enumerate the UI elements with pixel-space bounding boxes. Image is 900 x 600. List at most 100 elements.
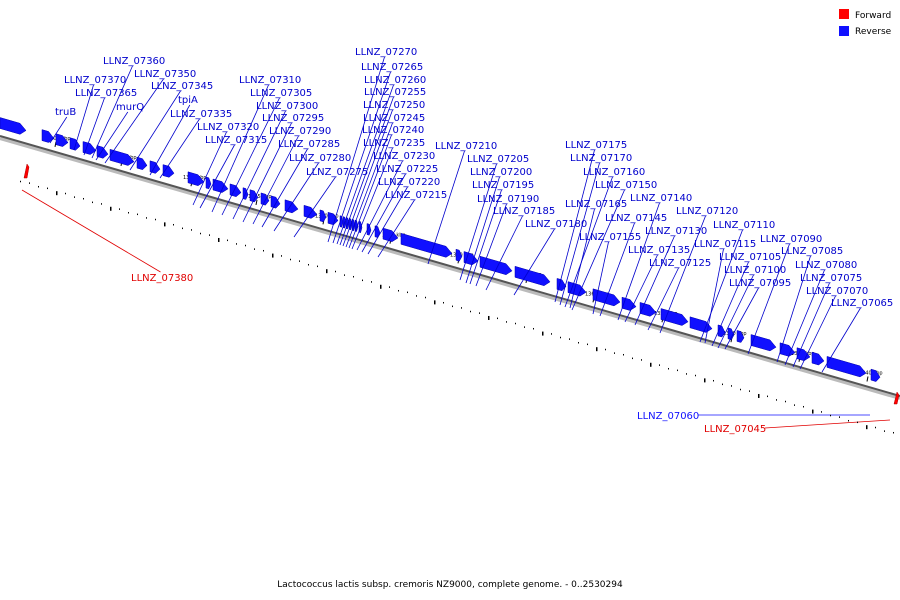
gene-label[interactable]: LLNZ_07230 — [373, 151, 435, 162]
gene-arrow[interactable] — [260, 192, 270, 206]
gene-label[interactable]: LLNZ_07170 — [570, 153, 632, 164]
gene-label[interactable]: LLNZ_07085 — [781, 246, 843, 257]
gene-label[interactable]: LLNZ_07345 — [151, 81, 213, 92]
gene-label[interactable]: LLNZ_07250 — [363, 100, 425, 111]
gene-arrow[interactable] — [463, 251, 479, 266]
gene-label[interactable]: LLNZ_07265 — [361, 62, 423, 73]
gene-label[interactable]: LLNZ_07305 — [250, 88, 312, 99]
gene-label[interactable]: LLNZ_07165 — [565, 199, 627, 210]
gene-label[interactable]: tpiA — [178, 95, 198, 106]
gene-arrow[interactable] — [303, 204, 318, 219]
gene-arrow[interactable] — [727, 327, 735, 341]
gene-label[interactable]: LLNZ_07295 — [262, 113, 324, 124]
gene-label[interactable]: LLNZ_07065 — [831, 298, 893, 309]
gene-label[interactable]: LLNZ_07280 — [289, 153, 351, 164]
gene-arrow[interactable] — [319, 209, 327, 223]
gene-arrow[interactable] — [736, 330, 745, 343]
gene-arrow-forward[interactable] — [23, 163, 30, 179]
gene-arrow[interactable] — [149, 160, 161, 174]
gene-label[interactable]: LLNZ_07365 — [75, 88, 137, 99]
gene-label[interactable]: LLNZ_07160 — [583, 167, 645, 178]
gene-label[interactable]: LLNZ_07105 — [719, 252, 781, 263]
gene-label[interactable]: LLNZ_07235 — [363, 138, 425, 149]
gene-label[interactable]: LLNZ_07260 — [364, 75, 426, 86]
gene-label[interactable]: LLNZ_07200 — [470, 167, 532, 178]
gene-label[interactable]: LLNZ_07360 — [103, 56, 165, 67]
gene-arrow[interactable] — [514, 265, 551, 286]
gene-label[interactable]: LLNZ_07335 — [170, 109, 232, 120]
gene-label[interactable]: LLNZ_07090 — [760, 234, 822, 245]
gene-label[interactable]: LLNZ_07205 — [467, 154, 529, 165]
gene-arrow[interactable] — [382, 227, 399, 242]
gene-arrow[interactable] — [212, 178, 229, 193]
gene-label[interactable]: LLNZ_07075 — [800, 273, 862, 284]
gene-arrow[interactable] — [400, 232, 453, 258]
gene-label[interactable]: LLNZ_07320 — [197, 122, 259, 133]
gene-arrow[interactable] — [455, 248, 463, 262]
gene-label[interactable]: LLNZ_07150 — [595, 180, 657, 191]
gene-label[interactable]: LLNZ_07350 — [134, 69, 196, 80]
gene-arrow[interactable] — [870, 368, 881, 382]
gene-label[interactable]: LLNZ_07185 — [493, 206, 555, 217]
gene-label[interactable]: LLNZ_07380 — [131, 273, 193, 284]
gene-arrow[interactable] — [69, 137, 81, 151]
gene-label[interactable]: LLNZ_07215 — [385, 190, 447, 201]
gene-arrow[interactable] — [82, 141, 97, 155]
gene-arrow[interactable] — [55, 133, 69, 147]
gene-label[interactable]: LLNZ_07110 — [713, 220, 775, 231]
gene-arrow[interactable] — [339, 215, 344, 228]
gene-label[interactable]: LLNZ_07100 — [724, 265, 786, 276]
gene-label[interactable]: truB — [55, 107, 76, 118]
gene-label[interactable]: LLNZ_07115 — [694, 239, 756, 250]
gene-label[interactable]: LLNZ_07080 — [795, 260, 857, 271]
gene-label[interactable]: LLNZ_07275 — [306, 167, 368, 178]
gene-arrow[interactable] — [327, 211, 339, 226]
gene-label[interactable]: LLNZ_07190 — [477, 194, 539, 205]
gene-arrow[interactable] — [366, 223, 372, 236]
gene-arrow[interactable] — [136, 156, 148, 170]
gene-label[interactable]: LLNZ_07245 — [363, 113, 425, 124]
gene-label[interactable]: LLNZ_07155 — [579, 232, 641, 243]
gene-arrow[interactable] — [639, 302, 657, 317]
gene-label[interactable]: LLNZ_07120 — [676, 206, 738, 217]
gene-label[interactable]: LLNZ_07290 — [269, 126, 331, 137]
gene-arrow[interactable] — [826, 356, 867, 378]
gene-arrow[interactable] — [205, 176, 212, 190]
gene-label[interactable]: LLNZ_07125 — [649, 258, 711, 269]
gene-label[interactable]: LLNZ_07210 — [435, 141, 497, 152]
gene-label[interactable]: LLNZ_07300 — [256, 101, 318, 112]
gene-arrow[interactable] — [0, 117, 27, 135]
gene-arrow[interactable] — [270, 195, 281, 209]
gene-arrow[interactable] — [567, 281, 587, 297]
gene-arrow[interactable] — [811, 351, 825, 366]
gene-label[interactable]: LLNZ_07270 — [355, 47, 417, 58]
gene-label[interactable]: LLNZ_07070 — [806, 286, 868, 297]
gene-arrow[interactable] — [187, 171, 205, 186]
gene-label[interactable]: LLNZ_07370 — [64, 75, 126, 86]
gene-label[interactable]: LLNZ_07310 — [239, 75, 301, 86]
gene-arrow-forward[interactable] — [893, 391, 900, 405]
gene-arrow[interactable] — [249, 189, 259, 203]
gene-label[interactable]: LLNZ_07095 — [729, 278, 791, 289]
gene-arrow[interactable] — [351, 218, 356, 232]
gene-label[interactable]: LLNZ_07145 — [605, 213, 667, 224]
gene-label[interactable]: LLNZ_07175 — [565, 140, 627, 151]
gene-label[interactable]: LLNZ_07255 — [364, 87, 426, 98]
gene-arrow[interactable] — [750, 334, 777, 352]
gene-label[interactable]: LLNZ_07285 — [278, 139, 340, 150]
gene-label[interactable]: LLNZ_07140 — [630, 193, 692, 204]
gene-label[interactable]: LLNZ_07240 — [362, 125, 424, 136]
gene-label[interactable]: LLNZ_07045 — [704, 424, 766, 435]
gene-arrow[interactable] — [109, 148, 135, 166]
gene-arrow[interactable] — [479, 255, 513, 275]
gene-label[interactable]: LLNZ_07130 — [645, 226, 707, 237]
gene-label[interactable]: LLNZ_07220 — [378, 177, 440, 188]
gene-label[interactable]: LLNZ_07180 — [525, 219, 587, 230]
gene-label[interactable]: murQ — [116, 102, 144, 113]
gene-label[interactable]: LLNZ_07060 — [637, 411, 699, 422]
gene-label[interactable]: LLNZ_07135 — [628, 245, 690, 256]
gene-label[interactable]: LLNZ_07225 — [376, 164, 438, 175]
gene-arrow[interactable] — [96, 145, 109, 159]
gene-arrow[interactable] — [689, 316, 713, 333]
gene-label[interactable]: LLNZ_07195 — [472, 180, 534, 191]
